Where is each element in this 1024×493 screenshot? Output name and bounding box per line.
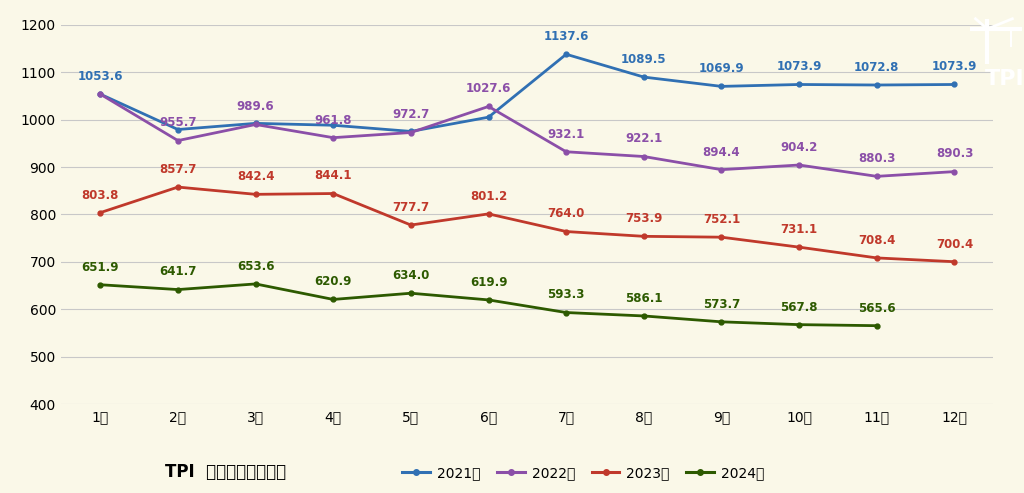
Text: 1073.9: 1073.9: [932, 60, 977, 73]
Text: 961.8: 961.8: [314, 113, 352, 127]
Text: 565.6: 565.6: [858, 302, 896, 315]
Text: 619.9: 619.9: [470, 276, 507, 289]
Text: 573.7: 573.7: [702, 298, 740, 311]
Text: 1053.6: 1053.6: [78, 70, 123, 83]
Text: 653.6: 653.6: [237, 260, 274, 273]
Text: TPI: TPI: [985, 70, 1024, 89]
Text: 651.9: 651.9: [82, 261, 119, 274]
Text: 955.7: 955.7: [159, 116, 197, 130]
Text: 708.4: 708.4: [858, 234, 895, 247]
Text: 567.8: 567.8: [780, 301, 818, 314]
Text: 752.1: 752.1: [702, 213, 740, 226]
Text: 764.0: 764.0: [548, 208, 585, 220]
Text: 932.1: 932.1: [548, 128, 585, 141]
Text: 731.1: 731.1: [780, 223, 818, 236]
Text: 1137.6: 1137.6: [544, 30, 589, 43]
Text: 972.7: 972.7: [392, 108, 429, 121]
Text: TPI  塔机租赁价格指数: TPI 塔机租赁价格指数: [165, 463, 286, 481]
Text: 593.3: 593.3: [548, 288, 585, 301]
Text: 586.1: 586.1: [625, 292, 663, 305]
Text: 880.3: 880.3: [858, 152, 895, 165]
Text: 844.1: 844.1: [314, 170, 352, 182]
Text: 904.2: 904.2: [780, 141, 818, 154]
Text: 890.3: 890.3: [936, 147, 973, 161]
Text: 989.6: 989.6: [237, 101, 274, 113]
Text: 842.4: 842.4: [237, 170, 274, 183]
Text: 803.8: 803.8: [82, 188, 119, 202]
Text: 1073.9: 1073.9: [776, 60, 822, 73]
Text: 894.4: 894.4: [702, 145, 740, 159]
Text: 1027.6: 1027.6: [466, 82, 511, 95]
Text: 777.7: 777.7: [392, 201, 429, 214]
Text: 1069.9: 1069.9: [698, 62, 744, 75]
Text: 857.7: 857.7: [160, 163, 197, 176]
Text: 1072.8: 1072.8: [854, 61, 899, 74]
Text: 641.7: 641.7: [160, 265, 197, 279]
Text: 801.2: 801.2: [470, 190, 507, 203]
Text: 700.4: 700.4: [936, 238, 973, 250]
Text: 620.9: 620.9: [314, 275, 352, 288]
Text: 1089.5: 1089.5: [621, 53, 667, 66]
Text: 634.0: 634.0: [392, 269, 429, 282]
Text: 922.1: 922.1: [626, 133, 663, 145]
Text: 753.9: 753.9: [626, 212, 663, 225]
Legend: 2021年, 2022年, 2023年, 2024年: 2021年, 2022年, 2023年, 2024年: [396, 460, 770, 486]
